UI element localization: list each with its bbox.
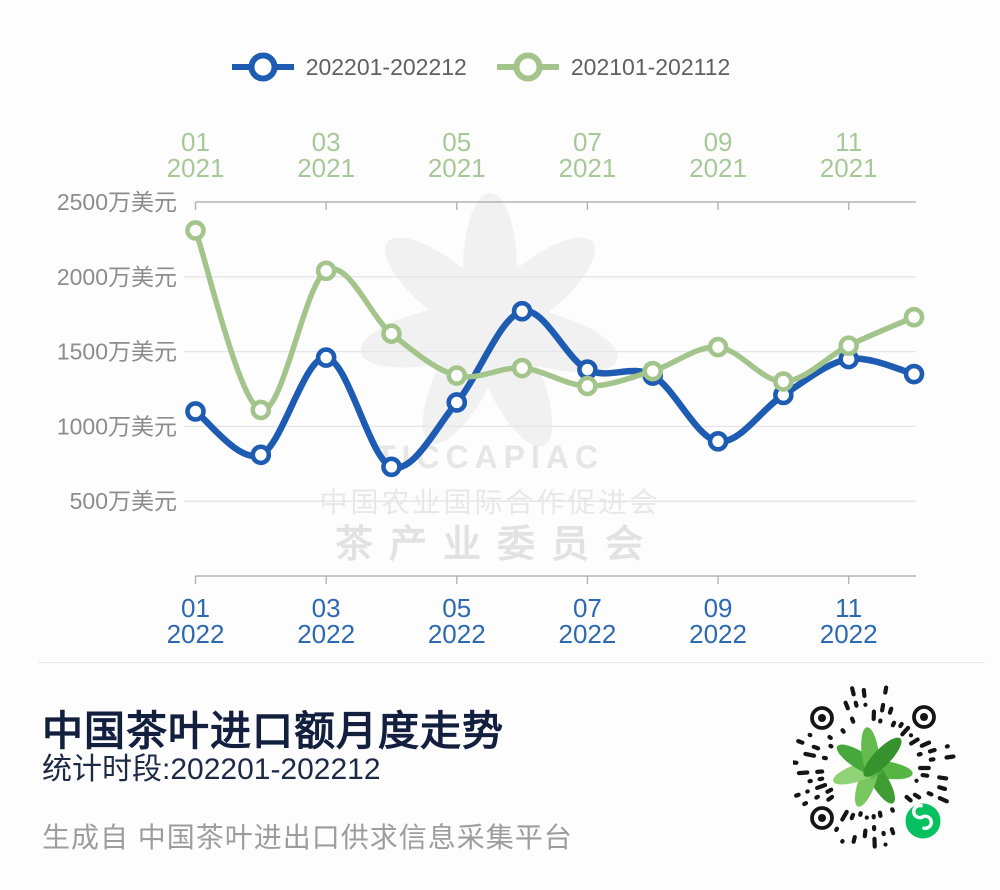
top-axis-label: 05 2021	[428, 127, 486, 183]
svg-text:中国农业国际合作促进会: 中国农业国际合作促进会	[319, 487, 660, 518]
caption-period: 统计时段:202201-202212	[42, 753, 381, 786]
data-point-marker	[185, 401, 206, 422]
y-axis-label: 2500万美元	[57, 189, 177, 215]
data-point-marker	[773, 371, 794, 392]
data-point-marker	[577, 375, 598, 397]
top-axis-label: 07 2021	[558, 127, 616, 183]
qr-position-marker-icon	[810, 706, 834, 730]
wechat-miniprogram-icon	[905, 803, 941, 839]
qr-position-marker-icon	[912, 705, 936, 729]
data-point-marker	[511, 357, 533, 379]
data-point-marker	[315, 260, 337, 282]
data-point-marker	[185, 220, 206, 241]
data-point-marker	[250, 399, 272, 421]
data-point-marker	[381, 456, 402, 478]
bottom-axis-label: 09 2022	[689, 593, 747, 649]
top-axis-label: 03 2021	[297, 127, 355, 183]
data-point-marker	[446, 392, 468, 413]
top-axis-label: 11 2021	[820, 127, 878, 183]
bottom-axis-label: 05 2022	[428, 593, 486, 649]
data-point-marker	[838, 335, 859, 356]
y-axis-label: 2000万美元	[57, 264, 177, 290]
top-axis-label: 01 2021	[167, 127, 225, 183]
data-point-marker	[903, 306, 925, 328]
qr-dot-pattern	[793, 685, 956, 849]
data-point-marker	[903, 363, 925, 385]
page-title: 中国茶叶进口额月度走势	[42, 708, 504, 754]
qr-code	[793, 685, 956, 849]
svg-text:茶产业委员会: 茶产业委员会	[335, 524, 659, 566]
data-point-marker	[577, 359, 598, 380]
legend-item-202101-202112[interactable]: 202101-202112	[496, 52, 731, 82]
qr-position-marker-icon	[810, 806, 834, 830]
y-axis-label: 500万美元	[70, 488, 177, 514]
top-axis-label: 09 2021	[689, 127, 747, 183]
legend-label: 202201-202212	[305, 53, 467, 80]
divider	[38, 662, 985, 663]
caption-source: 生成自 中国茶叶进出口供求信息采集平台	[42, 822, 573, 853]
chart-legend: 202201-202212 202101-202112	[0, 52, 962, 82]
data-point-marker	[315, 347, 337, 368]
bottom-axis-label: 07 2022	[558, 593, 616, 649]
tea-leaves-icon	[833, 727, 913, 807]
bottom-axis-label: 03 2022	[297, 593, 355, 649]
data-point-marker	[381, 323, 402, 344]
data-point-marker	[446, 365, 468, 386]
data-point-marker	[707, 336, 729, 358]
y-axis-label: 1000万美元	[57, 413, 177, 439]
data-point-marker	[250, 444, 272, 466]
data-point-marker	[511, 300, 533, 322]
y-axis-label: 1500万美元	[57, 339, 177, 365]
data-point-marker	[707, 431, 729, 452]
legend-item-202201-202212[interactable]: 202201-202212	[231, 52, 467, 82]
bottom-axis-label: 11 2022	[820, 593, 878, 649]
svg-text:TICCAPIAC: TICCAPIAC	[376, 439, 604, 475]
legend-marker-icon	[496, 52, 559, 82]
bottom-axis-label: 01 2022	[167, 593, 225, 649]
legend-marker-icon	[231, 52, 294, 82]
legend-label: 202101-202112	[570, 53, 731, 80]
data-point-marker	[642, 360, 664, 382]
